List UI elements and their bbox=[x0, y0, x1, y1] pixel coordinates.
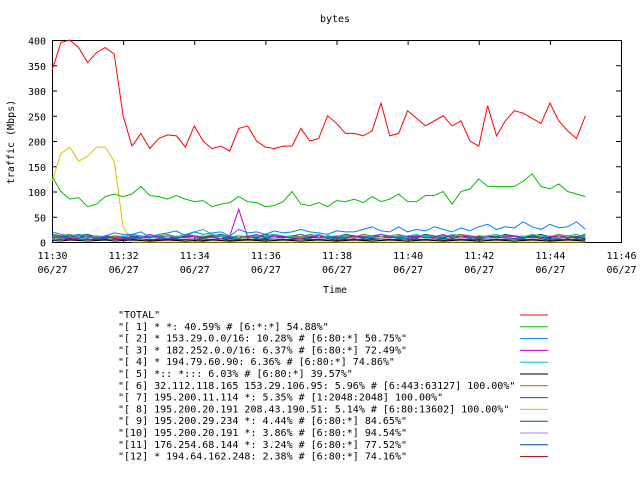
series-line-4 bbox=[51, 228, 586, 240]
y-tick-label: 200 bbox=[28, 138, 46, 149]
x-tick-date: 06/27 bbox=[109, 265, 139, 276]
x-tick-time: 11:32 bbox=[109, 251, 139, 262]
y-tick-label: 150 bbox=[28, 163, 46, 174]
legend: "TOTAL""[ 1] * *: 40.59% # [6:*:*] 54.88… bbox=[118, 310, 548, 463]
x-tick-date: 06/27 bbox=[37, 265, 67, 276]
x-tick-time: 11:30 bbox=[37, 251, 67, 262]
series-line-8 bbox=[51, 146, 586, 243]
y-axis-label: traffic (Mbps) bbox=[6, 100, 17, 184]
x-axis-ticks: 11:30 06/27 11:32 06/27 11:34 06/27 11:36 06/27… bbox=[37, 40, 637, 276]
x-tick-date: 06/27 bbox=[180, 265, 210, 276]
x-tick-date: 06/27 bbox=[393, 265, 423, 276]
series-line-0 bbox=[51, 39, 586, 152]
x-tick-time: 11:46 bbox=[606, 251, 636, 262]
legend-label: "TOTAL" bbox=[118, 310, 160, 321]
legend-label: "[ 9] 195.200.29.234 *: 4.44% # [6:80:*]… bbox=[118, 416, 407, 427]
y-tick-label: 400 bbox=[28, 37, 46, 48]
chart-title: bytes bbox=[320, 14, 350, 25]
legend-label: "[11] 176.254.68.144 *: 3.24% # [6:80:*]… bbox=[118, 440, 407, 451]
series-lines bbox=[51, 39, 586, 243]
legend-label: "[ 1] * *: 40.59% # [6:*:*] 54.88%" bbox=[118, 322, 329, 333]
legend-label: "[ 3] * 182.252.0.0/16: 6.37% # [6:80:*]… bbox=[118, 345, 407, 356]
x-axis-label: Time bbox=[323, 285, 347, 296]
series-line-5 bbox=[51, 239, 586, 242]
series-line-1 bbox=[51, 173, 586, 208]
x-tick-time: 11:40 bbox=[393, 251, 423, 262]
legend-label: "[ 5] *:: *::: 6.03% # [6:80:*] 39.57%" bbox=[118, 369, 353, 380]
series-line-2 bbox=[51, 221, 586, 239]
legend-label: "[ 4] * 194.79.60.90: 6.36% # [6:80:*] 7… bbox=[118, 357, 395, 368]
plot-frame bbox=[52, 40, 622, 243]
legend-label: "[12] * 194.64.162.248: 2.38% # [6:80:*]… bbox=[118, 452, 407, 463]
y-tick-label: 300 bbox=[28, 87, 46, 98]
legend-label: "[ 2] * 153.29.0.0/16: 10.28% # [6:80:*]… bbox=[118, 334, 407, 345]
x-tick-time: 11:36 bbox=[251, 251, 281, 262]
y-axis-ticks: 0 50 100 150 200 250 300 350 400 bbox=[28, 37, 621, 250]
x-tick-date: 06/27 bbox=[606, 265, 636, 276]
y-tick-label: 50 bbox=[34, 213, 46, 224]
x-tick-time: 11:42 bbox=[464, 251, 494, 262]
x-tick-time: 11:38 bbox=[322, 251, 352, 262]
y-tick-label: 100 bbox=[28, 188, 46, 199]
series-line-3 bbox=[51, 207, 586, 241]
x-tick-date: 06/27 bbox=[322, 265, 352, 276]
legend-label: "[10] 195.200.20.191 *: 3.86% # [6:80:*]… bbox=[118, 428, 407, 439]
legend-label: "[ 6] 32.112.118.165 153.29.106.95: 5.96… bbox=[118, 381, 515, 392]
legend-label: "[ 8] 195.200.20.191 208.43.190.51: 5.14… bbox=[118, 404, 509, 415]
legend-label: "[ 7] 195.200.11.114 *: 5.35% # [1:2048:… bbox=[118, 393, 443, 404]
x-tick-date: 06/27 bbox=[535, 265, 565, 276]
y-tick-label: 0 bbox=[40, 239, 46, 250]
x-tick-time: 11:44 bbox=[535, 251, 565, 262]
y-tick-label: 350 bbox=[28, 62, 46, 73]
x-tick-date: 06/27 bbox=[251, 265, 281, 276]
x-tick-time: 11:34 bbox=[180, 251, 210, 262]
x-tick-date: 06/27 bbox=[464, 265, 494, 276]
y-tick-label: 250 bbox=[28, 112, 46, 123]
